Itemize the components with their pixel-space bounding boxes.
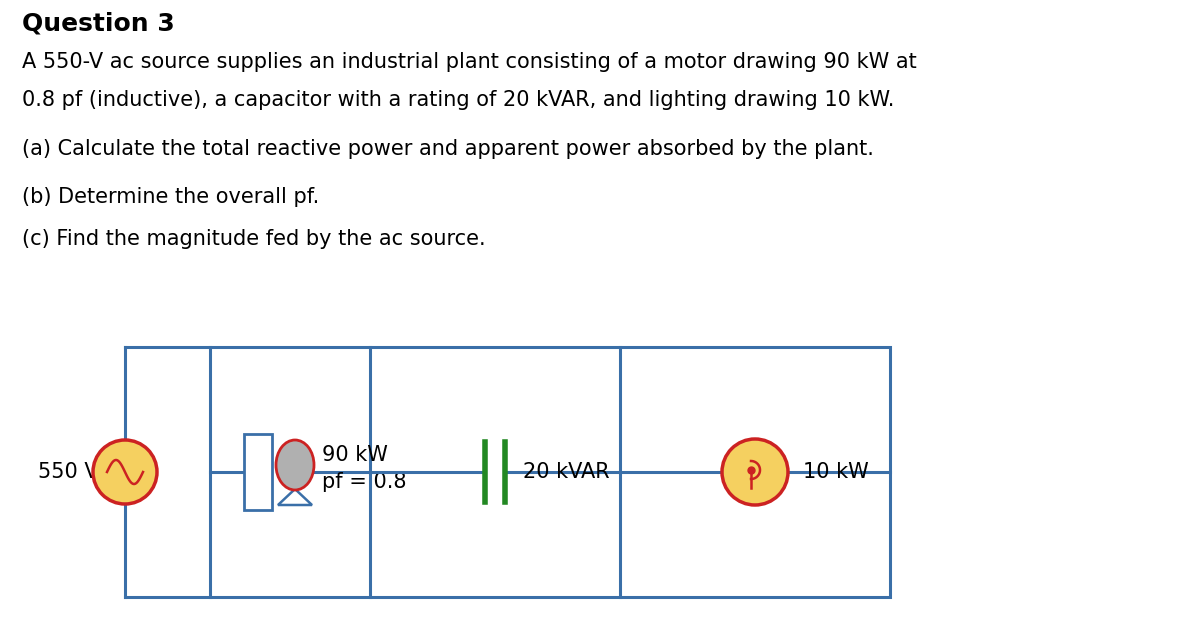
Text: 20 kVAR: 20 kVAR: [523, 462, 610, 482]
Text: 90 kW: 90 kW: [322, 445, 388, 465]
Text: 10 kW: 10 kW: [803, 462, 869, 482]
Text: A 550-V ac source supplies an industrial plant consisting of a motor drawing 90 : A 550-V ac source supplies an industrial…: [22, 52, 917, 72]
Text: 550 V: 550 V: [38, 462, 98, 482]
Text: (b) Determine the overall pf.: (b) Determine the overall pf.: [22, 187, 319, 207]
Circle shape: [722, 439, 788, 505]
Circle shape: [94, 440, 157, 504]
Polygon shape: [278, 489, 312, 505]
Ellipse shape: [276, 440, 314, 490]
Text: (a) Calculate the total reactive power and apparent power absorbed by the plant.: (a) Calculate the total reactive power a…: [22, 139, 874, 159]
Polygon shape: [244, 434, 272, 510]
Text: (c) Find the magnitude fed by the ac source.: (c) Find the magnitude fed by the ac sou…: [22, 229, 486, 249]
Text: Question 3: Question 3: [22, 12, 175, 36]
Text: pf = 0.8: pf = 0.8: [322, 472, 407, 492]
Text: 0.8 pf (inductive), a capacitor with a rating of 20 kVAR, and lighting drawing 1: 0.8 pf (inductive), a capacitor with a r…: [22, 90, 894, 110]
